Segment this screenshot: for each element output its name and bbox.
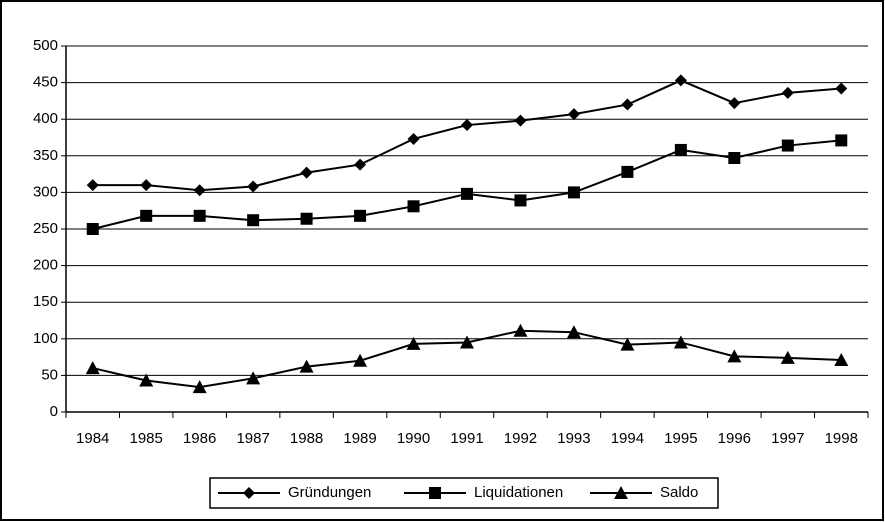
marker	[86, 179, 99, 192]
y-tick-label: 400	[33, 110, 58, 127]
x-tick-label: 1993	[557, 430, 590, 447]
marker	[354, 209, 367, 222]
marker	[781, 139, 794, 152]
y-tick-label: 350	[33, 147, 58, 164]
marker	[139, 373, 154, 387]
marker	[406, 336, 421, 350]
marker	[85, 361, 100, 375]
marker	[835, 134, 848, 147]
x-tick-label: 1985	[130, 430, 163, 447]
y-tick-label: 300	[33, 183, 58, 200]
marker	[247, 214, 260, 227]
legend-label: Gründungen	[288, 484, 371, 501]
marker	[834, 353, 849, 367]
marker	[300, 212, 313, 225]
x-tick-label: 1997	[771, 430, 804, 447]
x-tick-label: 1990	[397, 430, 430, 447]
marker	[243, 487, 255, 499]
marker	[193, 184, 206, 197]
marker	[429, 487, 441, 499]
marker	[513, 323, 528, 337]
x-tick-label: 1986	[183, 430, 216, 447]
marker	[673, 335, 688, 349]
marker	[407, 200, 420, 213]
marker	[514, 194, 527, 207]
x-tick-label: 1989	[343, 430, 376, 447]
marker	[728, 151, 741, 164]
marker	[621, 165, 634, 178]
x-tick-label: 1984	[76, 430, 109, 447]
marker	[140, 209, 153, 222]
x-tick-label: 1987	[236, 430, 269, 447]
y-tick-label: 250	[33, 220, 58, 237]
marker	[780, 350, 795, 364]
marker	[727, 349, 742, 363]
marker	[300, 166, 313, 179]
marker	[728, 97, 741, 110]
y-tick-label: 50	[41, 366, 58, 383]
y-tick-label: 500	[33, 37, 58, 54]
y-tick-label: 150	[33, 293, 58, 310]
marker	[461, 119, 473, 132]
x-tick-label: 1988	[290, 430, 323, 447]
x-tick-label: 1991	[450, 430, 483, 447]
x-tick-label: 1998	[825, 430, 858, 447]
marker	[193, 209, 206, 222]
x-tick-label: 1994	[611, 430, 644, 447]
marker	[674, 143, 687, 156]
x-tick-label: 1996	[718, 430, 751, 447]
marker	[299, 359, 314, 373]
x-tick-label: 1992	[504, 430, 537, 447]
marker	[781, 86, 794, 99]
y-tick-label: 0	[50, 403, 58, 420]
marker	[407, 132, 420, 145]
marker	[460, 335, 474, 349]
marker	[620, 337, 635, 351]
marker	[247, 180, 260, 193]
legend-label: Saldo	[660, 484, 698, 501]
y-tick-label: 450	[33, 74, 58, 91]
marker	[461, 187, 473, 200]
marker	[674, 74, 687, 87]
marker	[246, 371, 261, 385]
marker	[514, 114, 527, 127]
marker	[354, 158, 367, 171]
marker	[566, 325, 581, 339]
marker	[353, 353, 368, 367]
marker	[86, 223, 99, 235]
marker	[567, 108, 580, 121]
marker	[567, 186, 580, 199]
marker	[192, 380, 207, 394]
marker	[835, 82, 848, 95]
y-tick-label: 200	[33, 257, 58, 274]
x-tick-label: 1995	[664, 430, 697, 447]
marker	[140, 179, 153, 192]
marker	[614, 486, 628, 499]
marker	[621, 98, 634, 111]
legend-label: Liquidationen	[474, 484, 563, 501]
y-tick-label: 100	[33, 330, 58, 347]
